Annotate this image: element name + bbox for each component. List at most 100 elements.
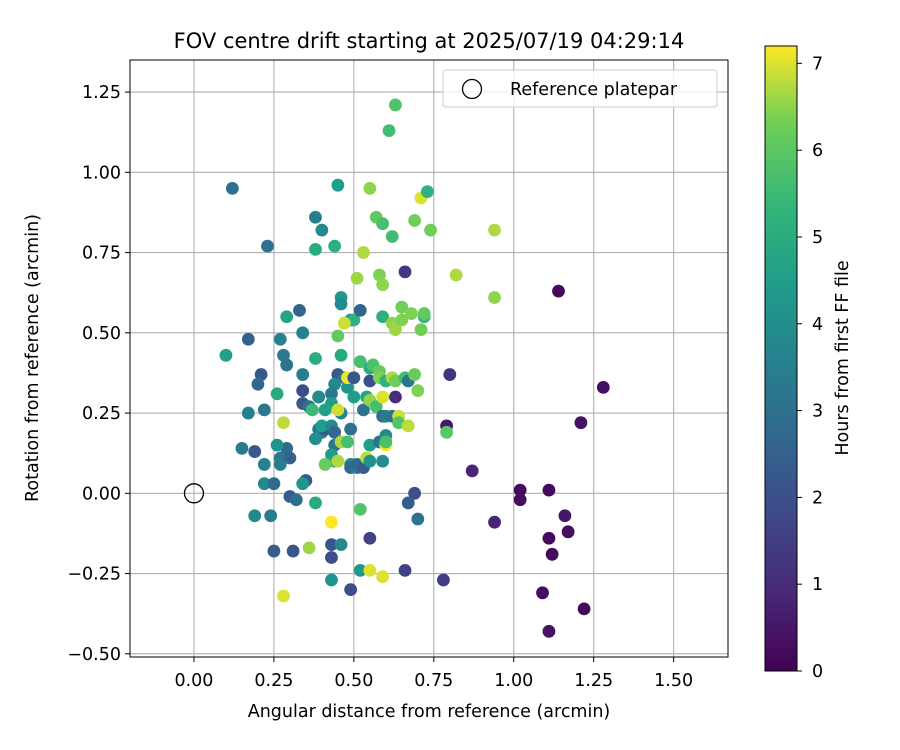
data-point — [312, 390, 326, 404]
y-tick-label: −0.50 — [67, 645, 121, 665]
data-point — [408, 368, 422, 381]
data-point — [325, 387, 338, 401]
data-point — [347, 371, 361, 385]
data-point — [280, 310, 294, 324]
data-point — [296, 477, 310, 491]
data-point — [561, 525, 575, 539]
data-point — [421, 185, 434, 198]
data-point — [542, 483, 556, 497]
data-point — [309, 432, 322, 446]
data-point — [309, 242, 322, 256]
data-point — [424, 223, 437, 237]
data-point — [385, 230, 399, 243]
y-axis-title: Rotation from reference (arcmin) — [23, 214, 43, 502]
data-point — [296, 326, 310, 340]
x-tick-label: 0.00 — [174, 671, 213, 691]
data-point — [241, 332, 255, 346]
data-point — [334, 348, 348, 362]
y-tick-label: 1.00 — [82, 163, 121, 183]
data-point — [296, 384, 310, 397]
data-point — [283, 451, 297, 465]
x-axis-title: Angular distance from reference (arcmin) — [248, 702, 611, 722]
data-point — [309, 352, 322, 365]
data-point — [325, 551, 338, 564]
data-point — [379, 435, 393, 449]
data-point — [398, 265, 412, 279]
data-point — [389, 390, 402, 404]
data-point — [257, 477, 271, 491]
data-point — [449, 268, 463, 282]
data-point — [389, 323, 402, 337]
data-point — [315, 419, 329, 433]
data-point — [257, 458, 271, 471]
data-point — [273, 332, 287, 346]
data-point — [270, 387, 284, 401]
colorbar-tick-label: 0 — [812, 662, 823, 682]
data-point — [334, 297, 348, 311]
x-tick-label: 1.00 — [494, 671, 533, 691]
data-point — [331, 403, 345, 417]
data-point — [264, 509, 278, 523]
data-point — [417, 307, 431, 320]
data-point — [363, 181, 377, 195]
data-point — [309, 496, 322, 510]
data-point — [376, 390, 390, 404]
chart-title: FOV centre drift starting at 2025/07/19 … — [174, 29, 685, 53]
reference-layer — [183, 483, 205, 504]
data-point — [341, 380, 354, 394]
data-point — [389, 98, 402, 112]
data-point — [401, 496, 415, 510]
grid — [130, 60, 728, 657]
data-point — [411, 512, 425, 526]
colorbar-gradient — [764, 45, 798, 672]
data-point — [325, 515, 338, 529]
y-axis-ticks: −0.50 −0.25 0.00 0.25 0.50 0.75 1.00 1.25 — [67, 83, 130, 665]
data-point — [574, 416, 588, 430]
data-point — [341, 435, 354, 449]
y-tick-label: 0.50 — [82, 324, 121, 344]
data-point — [254, 368, 268, 381]
data-point — [344, 422, 358, 436]
data-point — [261, 239, 274, 253]
data-points — [219, 98, 610, 638]
data-point — [328, 425, 342, 439]
data-point — [353, 303, 367, 317]
data-point — [488, 223, 501, 237]
data-point — [267, 544, 281, 558]
y-tick-label: 1.25 — [82, 83, 121, 103]
data-point — [334, 538, 348, 552]
data-point — [542, 531, 556, 545]
colorbar-tick-label: 1 — [812, 575, 823, 595]
plot-frame — [129, 59, 729, 658]
data-point — [277, 416, 290, 430]
data-point — [376, 570, 390, 584]
data-point — [513, 483, 527, 497]
colorbar-tick-label: 3 — [812, 402, 823, 422]
data-point — [331, 454, 345, 468]
data-point — [331, 178, 345, 192]
data-point — [357, 403, 370, 417]
data-point — [577, 602, 591, 616]
data-point — [331, 329, 345, 343]
data-point — [267, 477, 281, 491]
data-point — [443, 368, 457, 381]
data-point — [363, 531, 377, 545]
data-point — [286, 544, 300, 558]
data-point — [488, 291, 501, 304]
data-point — [398, 563, 412, 577]
data-point — [465, 464, 479, 478]
legend: Reference platepar — [442, 69, 718, 108]
data-point — [305, 403, 319, 417]
data-point — [251, 377, 265, 391]
data-point — [408, 486, 422, 500]
data-point — [235, 441, 249, 455]
colorbar-tick-label: 6 — [812, 141, 823, 161]
data-point — [373, 268, 386, 282]
data-point — [542, 624, 556, 638]
data-point — [353, 355, 367, 369]
data-point — [369, 400, 383, 414]
x-tick-label: 0.25 — [254, 671, 293, 691]
data-point — [277, 589, 290, 603]
data-point — [273, 458, 287, 471]
data-point — [318, 403, 332, 417]
